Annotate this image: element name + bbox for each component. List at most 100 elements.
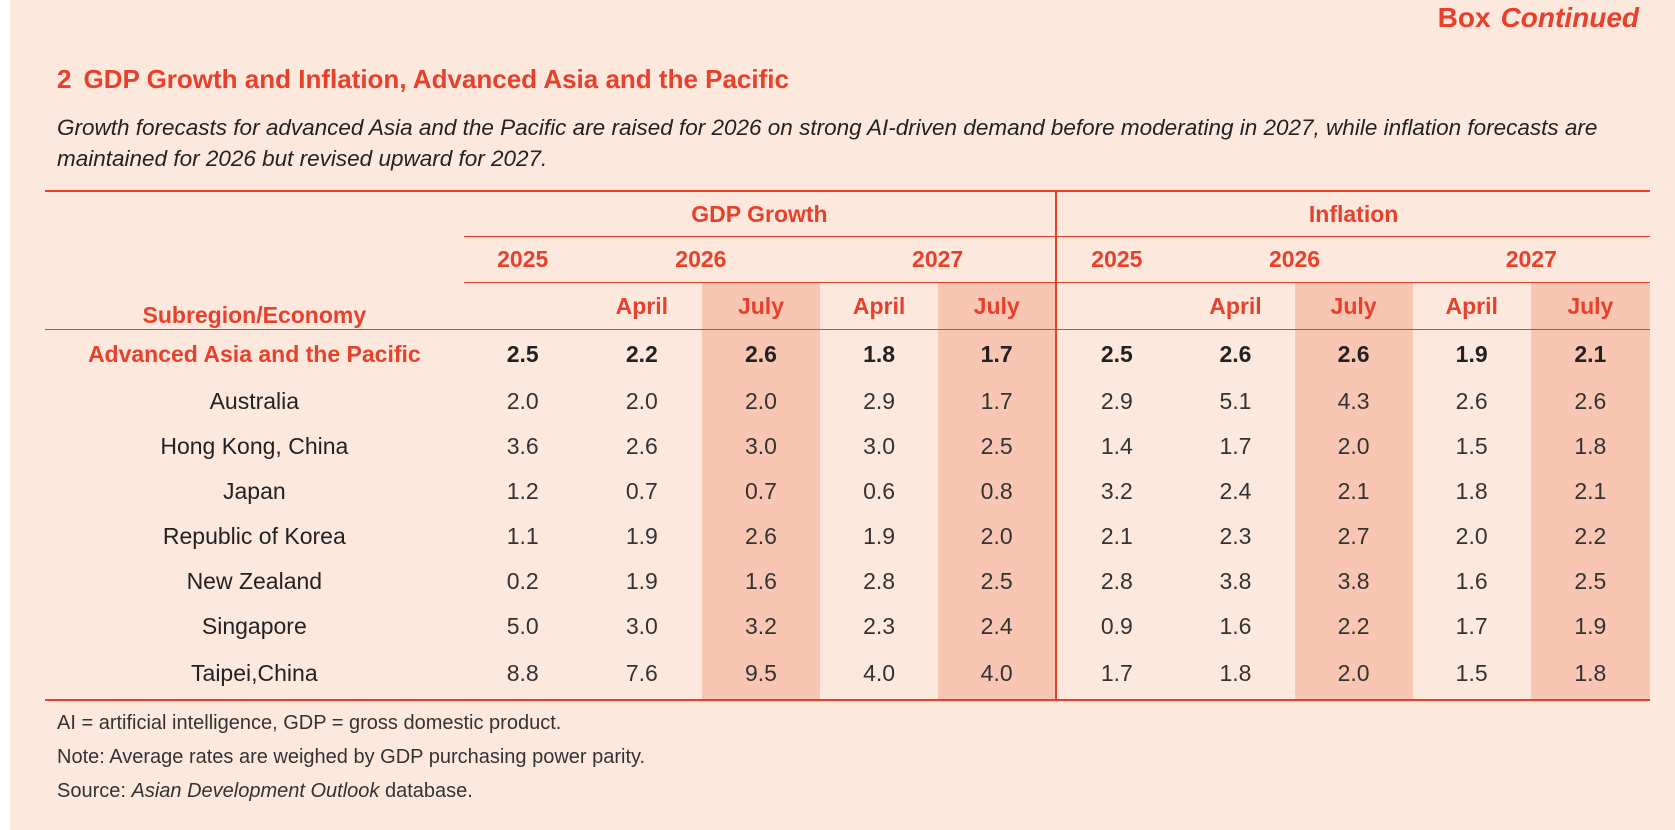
- month-header: April: [615, 292, 669, 319]
- cell-value: 1.9: [625, 567, 658, 594]
- cell-value: 1.5: [1412, 648, 1531, 701]
- cell-value: 1.6: [1219, 612, 1252, 639]
- cell-value: 2.9: [863, 387, 896, 414]
- cell-value: 5.1: [1219, 387, 1252, 414]
- row-label: Republic of Korea: [162, 522, 346, 549]
- cell-value: 2.3: [1219, 522, 1252, 549]
- cell-value: 2.5: [938, 423, 1057, 469]
- month-header: April: [1445, 292, 1498, 319]
- cell-value: 3.0: [625, 612, 658, 639]
- cell-value: 2.8: [863, 567, 896, 594]
- cell-value: 2.2: [581, 329, 702, 379]
- cell-value: 1.9: [1530, 603, 1650, 649]
- cell-value: 3.0: [863, 432, 896, 459]
- cell-value: 5.0: [506, 612, 539, 639]
- group-header-inflation: Inflation: [1055, 190, 1650, 237]
- cell-value: 1.1: [506, 522, 539, 549]
- cell-value: 2.5: [1055, 329, 1177, 379]
- cell-value: 3.8: [1294, 558, 1413, 604]
- abbreviations-note: AI = artificial intelligence, GDP = gros…: [57, 712, 562, 734]
- cell-value: 0.7: [625, 477, 658, 504]
- table-title-text: GDP Growth and Inflation, Advanced Asia …: [83, 64, 789, 94]
- cell-value: 3.8: [1219, 567, 1252, 594]
- cell-value: 1.4: [1055, 423, 1177, 469]
- month-header: July: [938, 282, 1057, 330]
- cell-value: 1.8: [1530, 423, 1650, 469]
- cell-value: 1.8: [820, 329, 939, 379]
- year-header: 2025: [1055, 236, 1177, 283]
- cell-value: 2.1: [1530, 468, 1650, 514]
- cell-value: 1.8: [1530, 648, 1650, 701]
- cell-value: 2.6: [1530, 378, 1650, 424]
- cell-value: 1.9: [863, 522, 896, 549]
- cell-value: 2.6: [701, 513, 821, 559]
- cell-value: 4.0: [938, 648, 1057, 701]
- cell-value: 2.1: [1530, 329, 1650, 379]
- cell-value: 1.5: [1455, 432, 1488, 459]
- cell-value: 1.8: [1455, 477, 1488, 504]
- table-row: Japan 1.2 0.7 0.7 0.6 0.8 3.2 2.4 2.1 1.…: [45, 468, 1650, 514]
- month-header: July: [1530, 282, 1650, 330]
- box-label: Box: [1437, 2, 1491, 33]
- cell-value: 2.0: [701, 378, 821, 424]
- source-title: Asian Development Outlook: [131, 780, 380, 802]
- cell-value: 2.5: [463, 329, 582, 379]
- cell-value: 2.8: [1055, 558, 1177, 604]
- cell-value: 3.0: [701, 423, 821, 469]
- cell-value: 2.1: [1055, 513, 1177, 559]
- month-header: April: [1209, 292, 1262, 319]
- cell-value: 2.6: [701, 329, 821, 379]
- table-row: Singapore 5.0 3.0 3.2 2.3 2.4 0.9 1.6 2.…: [45, 603, 1650, 649]
- source-note: Source: Asian Development Outlook databa…: [57, 774, 645, 808]
- cell-value: 0.7: [701, 468, 821, 514]
- cell-value: 2.9: [1055, 378, 1177, 424]
- row-label: New Zealand: [186, 567, 323, 594]
- row-label: Australia: [209, 387, 300, 414]
- cell-value: 2.7: [1294, 513, 1413, 559]
- cell-value: 1.7: [1055, 648, 1177, 701]
- cell-value: 1.9: [625, 522, 658, 549]
- method-note: Note: Average rates are weighed by GDP p…: [57, 746, 646, 768]
- source-suffix: database.: [379, 780, 473, 802]
- cell-value: 0.2: [506, 567, 539, 594]
- year-header: 2026: [1176, 236, 1413, 283]
- row-label: Hong Kong, China: [160, 432, 349, 459]
- month-header-blank: [464, 283, 582, 330]
- year-header: 2026: [581, 236, 821, 283]
- table-subtitle: Growth forecasts for advanced Asia and t…: [57, 115, 1598, 171]
- cell-value: 2.5: [1530, 558, 1650, 604]
- table-row: Australia 2.0 2.0 2.0 2.9 1.7 2.9 5.1 4.…: [45, 378, 1650, 424]
- row-label: Advanced Asia and the Pacific: [45, 329, 464, 379]
- table-row: Taipei,China 8.8 7.6 9.5 4.0 4.0 1.7 1.8…: [45, 648, 1650, 701]
- cell-value: 3.2: [701, 603, 821, 649]
- cell-value: 2.6: [625, 432, 658, 459]
- cell-value: 2.0: [1294, 648, 1413, 701]
- cell-value: 9.5: [701, 648, 821, 701]
- cell-value: 2.1: [1294, 468, 1413, 514]
- table-title: 2 GDP Growth and Inflation, Advanced Asia…: [57, 64, 789, 95]
- cell-value: 1.9: [1412, 329, 1531, 379]
- cell-value: 2.2: [1294, 603, 1413, 649]
- cell-value: 2.0: [506, 387, 539, 414]
- row-label: Singapore: [201, 612, 307, 639]
- data-table: GDP Growth Inflation 2025 2026 2027 2025…: [45, 190, 1650, 701]
- cell-value: 0.9: [1055, 603, 1177, 649]
- cell-value: 2.0: [1294, 423, 1413, 469]
- cell-value: 4.3: [1294, 378, 1413, 424]
- cell-value: 3.2: [1055, 468, 1177, 514]
- cell-value: 1.8: [1176, 648, 1295, 701]
- cell-value: 4.0: [820, 648, 939, 701]
- row-label: Taipei,China: [45, 648, 464, 701]
- cell-value: 2.0: [625, 387, 658, 414]
- row-label: Japan: [222, 477, 286, 504]
- header-blank: [45, 237, 464, 283]
- table-number: 2: [57, 64, 72, 94]
- group-header-gdp: GDP Growth: [463, 190, 1057, 237]
- cell-value: 1.7: [1455, 612, 1488, 639]
- source-prefix: Source:: [57, 780, 132, 802]
- box-continued-label: Continued: [1500, 2, 1639, 33]
- cell-value: 1.7: [938, 378, 1057, 424]
- cell-value: 1.6: [701, 558, 821, 604]
- cell-value: 2.6: [1176, 329, 1295, 379]
- cell-value: 2.4: [1219, 477, 1252, 504]
